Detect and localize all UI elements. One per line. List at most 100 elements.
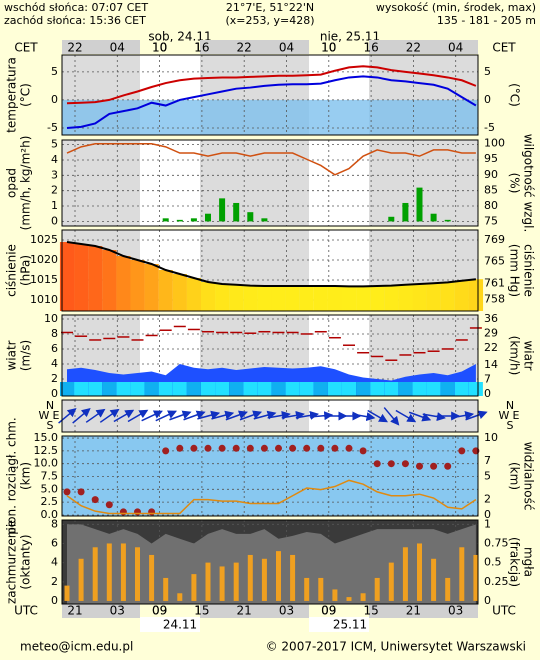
bar	[346, 597, 352, 601]
height-title: wysokość (min, środek, max)	[376, 1, 536, 14]
y2-tick-label: 1	[484, 517, 491, 530]
copyright: © 2007-2017 ICM, Uniwersytet Warszawski	[266, 640, 526, 654]
y2-tick-label: 0.75	[484, 536, 509, 549]
bar	[402, 547, 408, 601]
y2-tick-label: 36	[484, 312, 498, 325]
y-tick-label: 5	[51, 65, 58, 78]
wind-base	[243, 382, 258, 396]
y-tick-label: 0	[51, 93, 58, 106]
wind-base	[271, 382, 286, 396]
y-axis-label: (°C)	[19, 83, 33, 107]
hour-top: 04	[279, 41, 294, 55]
bar	[430, 213, 437, 222]
night-band	[62, 604, 140, 618]
bar	[219, 566, 225, 601]
panel	[59, 229, 484, 312]
wind-arrow	[183, 410, 206, 421]
wind-arrow	[169, 410, 192, 421]
y-tick-label: 8	[51, 327, 58, 340]
hour-bottom: 21	[237, 604, 252, 618]
wind-base	[158, 382, 173, 396]
y2-axis-label: (km/h)	[508, 336, 522, 376]
pressure-fill	[102, 250, 117, 311]
pressure-fill	[59, 242, 75, 311]
bar	[191, 574, 197, 601]
wind-arrow	[422, 412, 446, 422]
wind-arrow	[99, 408, 120, 423]
pressure-fill	[229, 284, 244, 311]
y-tick-label: 10.0	[34, 457, 59, 470]
date-box	[140, 617, 200, 632]
y-axis-label: pion. rozciągł. chm.	[5, 417, 19, 535]
bar	[106, 543, 112, 601]
y2-axis-label: (km)	[508, 462, 522, 490]
y2-tick-label: -5	[484, 121, 495, 134]
bar	[176, 219, 183, 222]
date-top: nie, 25.11	[320, 30, 380, 44]
wind-base	[186, 382, 201, 396]
bar	[247, 554, 253, 601]
panel-bg	[62, 436, 478, 516]
night-band	[62, 140, 140, 226]
y2-axis-label: ciśnienie	[522, 244, 536, 297]
sunset: zachód słońca: 15:36 CET	[4, 14, 146, 27]
bar	[417, 543, 422, 601]
hour-top: 10	[152, 41, 167, 55]
y2-tick-label: 0	[484, 93, 491, 106]
wind-arrow	[197, 410, 221, 420]
wind-base	[327, 382, 342, 396]
wind-arrow	[239, 410, 263, 421]
y2-tick-label: 14	[484, 358, 498, 371]
pressure-fill	[172, 274, 187, 311]
cloud-base	[105, 501, 113, 509]
compass: W	[499, 409, 510, 422]
pressure-fill	[215, 284, 230, 311]
wind-base	[257, 382, 272, 396]
y2-tick-label: 761	[484, 276, 505, 289]
panel	[61, 519, 479, 605]
y2-axis-label: (mm Hg)	[508, 244, 522, 297]
bar	[304, 577, 310, 601]
panel-frame	[61, 314, 479, 397]
y2-tick-label: 0.5	[484, 556, 502, 569]
night-band	[62, 400, 140, 432]
y-tick-label: 10	[44, 312, 58, 325]
cloud-base	[232, 444, 240, 452]
wind-base	[313, 382, 328, 396]
y2-tick-label: 80	[484, 199, 498, 212]
y2-tick-label: 0	[484, 387, 491, 400]
pressure-fill	[440, 282, 455, 311]
compass: N	[46, 399, 54, 412]
cloud-base	[317, 444, 325, 452]
height-values: 135 - 181 - 205 m	[437, 14, 536, 27]
wind-arrow	[253, 410, 277, 420]
panel-frame	[61, 139, 479, 227]
y-tick-label: 5.0	[41, 482, 59, 495]
y2-tick-label: 5	[484, 470, 491, 483]
zone-top-right: CET	[492, 41, 516, 55]
wind-base	[342, 382, 356, 396]
y-axis-label: (mm/h, kg/m²h)	[19, 136, 33, 231]
y2-axis-label: widzialność	[522, 442, 536, 511]
cloud-base	[331, 444, 339, 452]
bar	[162, 218, 169, 222]
bar	[233, 562, 239, 601]
y2-axis-label: (%)	[508, 173, 522, 194]
wind-arrow	[465, 410, 488, 421]
y2-axis-label: (°C)	[508, 83, 522, 107]
wind-base	[60, 382, 74, 396]
panel	[61, 54, 479, 136]
hour-top: 22	[67, 41, 82, 55]
y-tick-label: 2.5	[41, 495, 59, 508]
y2-tick-label: 10	[484, 431, 498, 444]
bar	[149, 554, 155, 601]
y-axis-label: zachmurzenie	[5, 520, 19, 604]
y-tick-label: 2	[51, 575, 58, 588]
hour-bottom: 09	[152, 604, 167, 618]
wind-arrow	[58, 407, 77, 424]
y-tick-label: 4	[51, 556, 58, 569]
email[interactable]: meteo@icm.edu.pl	[20, 640, 133, 654]
wind-arrow	[450, 410, 475, 420]
cloud-base	[119, 508, 127, 516]
y-tick-label: -5	[47, 121, 58, 134]
